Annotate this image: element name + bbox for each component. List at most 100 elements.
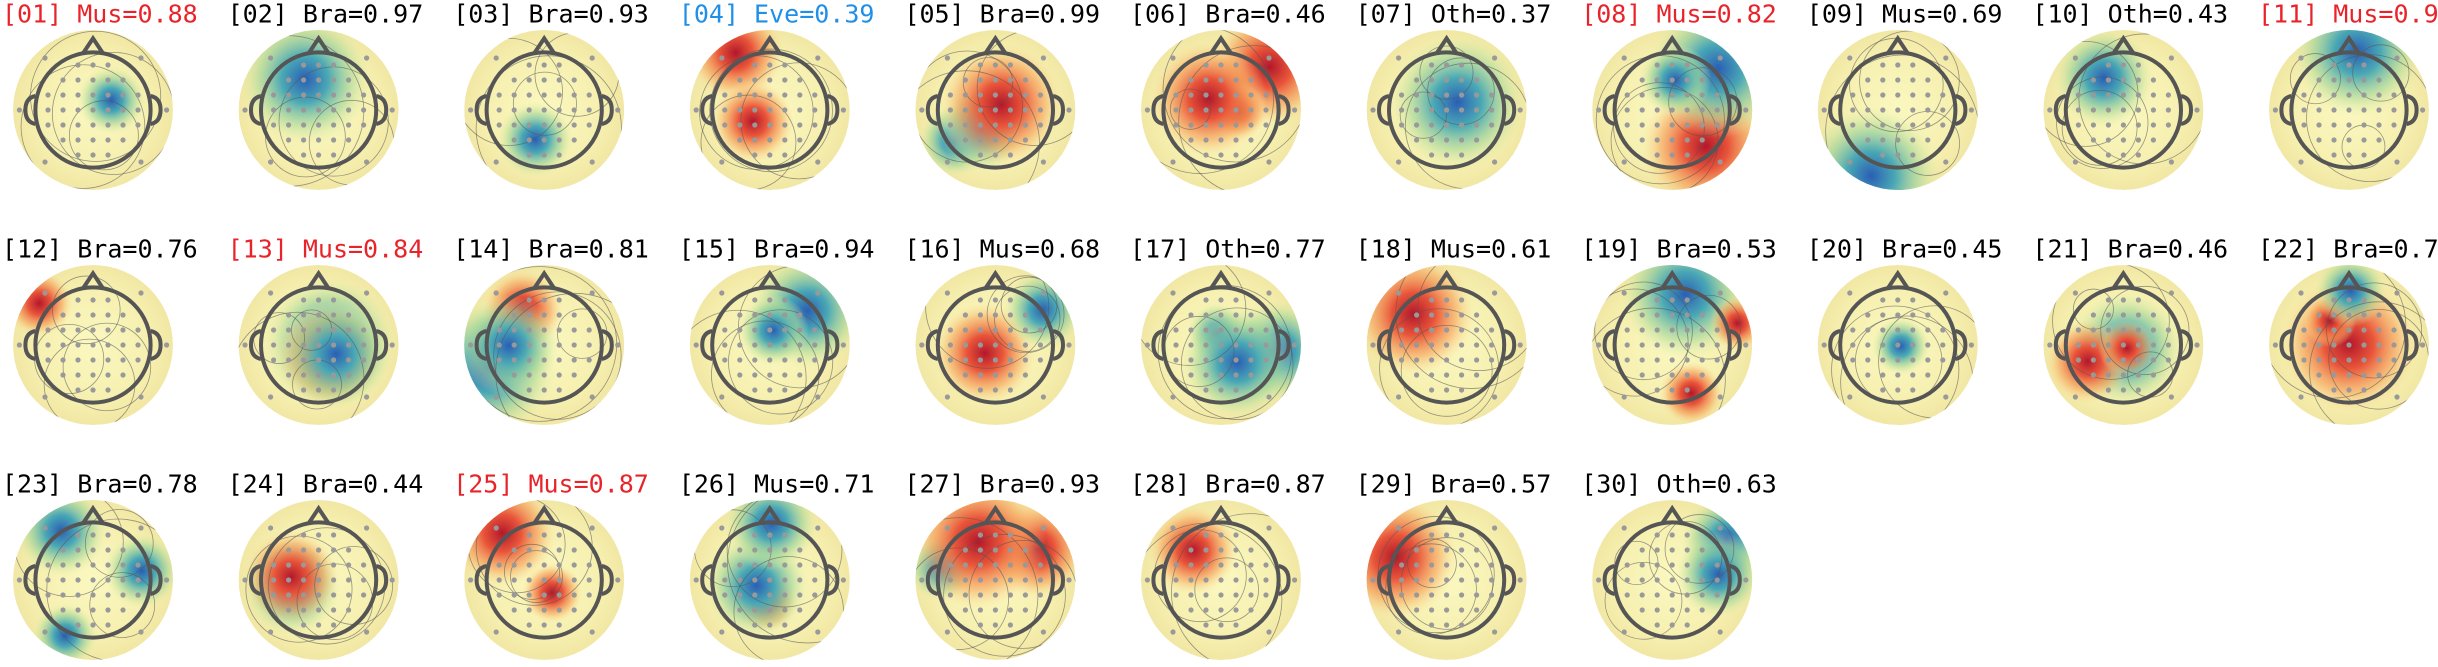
electrode: [1669, 137, 1675, 143]
electrode: [947, 592, 954, 598]
electrode: [511, 607, 517, 613]
electrode: [752, 372, 758, 378]
electrode: [2135, 327, 2141, 333]
electrode: [977, 122, 984, 128]
electrode: [286, 577, 292, 583]
component-title: [04] Eve=0.39: [679, 0, 875, 28]
ear-left: [474, 329, 488, 361]
electrode: [135, 107, 141, 113]
contour: [726, 500, 843, 608]
component-title: [09] Mus=0.69: [1807, 0, 2003, 28]
electrode: [361, 342, 367, 348]
electrode: [286, 312, 292, 318]
electrode: [2150, 122, 2156, 128]
contour: [925, 265, 1050, 369]
electrode: [1248, 92, 1254, 98]
electrode: [1925, 312, 1931, 318]
electrode: [2075, 342, 2081, 348]
electrode: [1943, 290, 1949, 296]
contour: [1395, 265, 1527, 389]
electrode: [1203, 152, 1209, 158]
electrode: [992, 547, 999, 553]
electrode: [2394, 290, 2400, 296]
component-title: [11] Mus=0.91: [2258, 0, 2438, 28]
electrode: [944, 159, 951, 165]
component-title: [13] Mus=0.84: [228, 234, 424, 263]
electrode: [962, 577, 969, 583]
electrode: [1218, 577, 1224, 583]
electrode: [992, 562, 999, 568]
electrode: [1624, 122, 1630, 128]
topomap: [2269, 30, 2429, 190]
electrode: [120, 607, 126, 613]
electrode: [719, 525, 725, 531]
electrode: [1007, 62, 1014, 68]
electrode: [361, 592, 367, 598]
electrode: [1233, 342, 1239, 348]
electrode: [75, 577, 81, 583]
electrode: [90, 607, 96, 613]
electrode: [797, 592, 803, 598]
electrode: [812, 107, 818, 113]
electrode: [2072, 290, 2078, 296]
electrode: [1170, 394, 1176, 400]
electrode: [1459, 547, 1465, 553]
electrode: [1188, 577, 1194, 583]
electrode: [556, 312, 562, 318]
nose: [532, 34, 556, 55]
electrode: [571, 547, 577, 553]
electrode: [60, 562, 66, 568]
electrode: [1144, 107, 1150, 113]
electrode: [571, 372, 577, 378]
electrode: [316, 152, 322, 158]
electrode: [1699, 107, 1705, 113]
electrode: [541, 107, 547, 113]
electrode: [1895, 137, 1901, 143]
nose: [983, 269, 1008, 290]
electrode: [331, 62, 337, 68]
electrode: [1370, 342, 1376, 348]
electrode: [2135, 92, 2141, 98]
nose: [1209, 504, 1233, 525]
electrode: [1007, 387, 1014, 393]
electrode: [1066, 107, 1072, 113]
topomap: [13, 500, 173, 660]
electrode: [1007, 122, 1014, 128]
electrode: [496, 357, 502, 363]
topomap: [2269, 265, 2429, 425]
electrode: [541, 327, 547, 333]
nose: [1886, 269, 1910, 290]
electrode: [1040, 629, 1046, 635]
electrode: [571, 327, 577, 333]
electrode: [361, 562, 367, 568]
electrode: [2361, 327, 2367, 333]
electrode: [782, 592, 788, 598]
electrode: [75, 312, 81, 318]
component-title: [16] Mus=0.68: [904, 234, 1100, 263]
electrode: [1743, 342, 1749, 348]
electrode: [1173, 562, 1179, 568]
electrode: [1263, 577, 1269, 583]
contour: [2326, 282, 2423, 379]
component-title: [15] Bra=0.94: [679, 234, 875, 263]
electrode: [722, 327, 728, 333]
electrode: [1895, 62, 1901, 68]
electrode: [1910, 92, 1916, 98]
electrode: [962, 107, 969, 113]
electrode: [1880, 312, 1886, 318]
field-blob: [1366, 265, 1476, 376]
electrode: [1621, 629, 1627, 635]
topomap: [1817, 265, 1978, 425]
electrode: [331, 357, 337, 363]
electrode: [1007, 532, 1014, 538]
electrode: [1203, 547, 1209, 553]
electrode: [944, 629, 951, 635]
electrode: [1654, 372, 1660, 378]
electrode: [1669, 547, 1675, 553]
electrode: [1717, 629, 1723, 635]
ear-right: [2406, 94, 2419, 126]
electrode: [1654, 592, 1660, 598]
electrode: [1925, 372, 1931, 378]
ear-right: [1503, 94, 1517, 126]
electrode: [977, 372, 984, 378]
